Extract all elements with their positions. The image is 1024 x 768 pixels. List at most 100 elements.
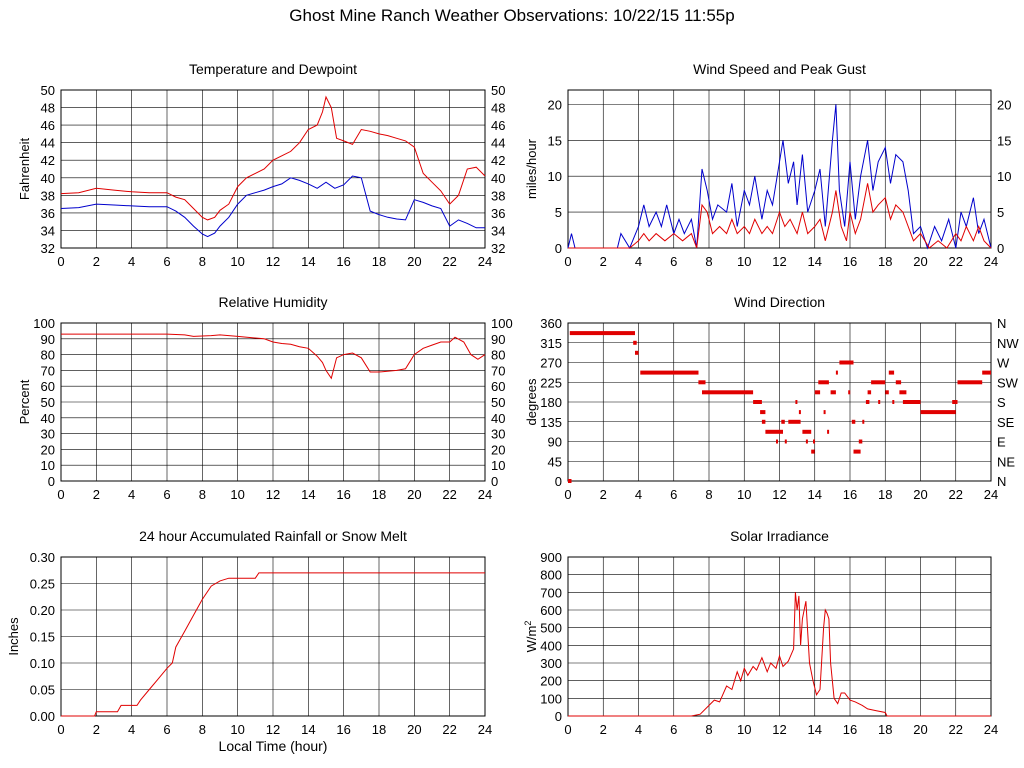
- x-tick-label: 4: [128, 487, 135, 502]
- x-tick-label: 2: [600, 722, 607, 737]
- chart-title: Wind Speed and Peak Gust: [693, 61, 866, 77]
- direction-mark: [902, 400, 921, 404]
- y-tick-label: 20: [41, 442, 55, 457]
- plot-frame: [60, 556, 486, 717]
- y-right-tick-label: 0: [491, 474, 498, 489]
- y-right-tick-label: 34: [491, 223, 505, 238]
- x-tick-label: 0: [564, 722, 571, 737]
- y-tick-label: 0.30: [30, 550, 55, 565]
- x-tick-label: 22: [442, 487, 456, 502]
- x-tick-label: 2: [600, 487, 607, 502]
- direction-mark: [848, 390, 851, 395]
- direction-mark: [865, 400, 870, 404]
- y-tick-label: 0: [555, 709, 562, 724]
- x-tick-label: 16: [336, 722, 350, 737]
- y-right-tick-label: S: [997, 395, 1006, 410]
- direction-mark: [818, 380, 829, 385]
- direction-mark: [830, 390, 836, 395]
- y-right-tick-label: 5: [997, 205, 1004, 220]
- y-tick-label: 0.25: [30, 577, 55, 592]
- chart-rain: 24 hour Accumulated Rainfall or Snow Mel…: [6, 528, 492, 754]
- y-tick-label: 100: [33, 316, 55, 331]
- y-tick-label: 5: [555, 205, 562, 220]
- x-tick-label: 24: [984, 722, 998, 737]
- x-tick-label: 16: [336, 254, 350, 269]
- x-tick-label: 0: [57, 487, 64, 502]
- direction-mark: [878, 400, 881, 404]
- x-tick-label: 16: [336, 487, 350, 502]
- direction-mark: [811, 449, 815, 454]
- direction-mark: [839, 360, 854, 365]
- x-tick-label: 18: [372, 722, 386, 737]
- direction-mark: [784, 439, 787, 444]
- x-tick-label: 20: [407, 722, 421, 737]
- y-right-tick-label: 42: [491, 153, 505, 168]
- x-tick-label: 4: [635, 254, 642, 269]
- x-tick-label: 14: [808, 722, 822, 737]
- x-tick-label: 22: [949, 722, 963, 737]
- x-tick-label: 6: [670, 487, 677, 502]
- y-right-tick-label: 44: [491, 136, 505, 151]
- x-tick-label: 14: [301, 254, 315, 269]
- x-tick-label: 18: [372, 487, 386, 502]
- y-right-tick-label: 40: [491, 411, 505, 426]
- x-tick-label: 16: [843, 722, 857, 737]
- y-tick-label: 50: [41, 83, 55, 98]
- y-right-tick-label: 10: [997, 169, 1011, 184]
- direction-mark: [895, 380, 902, 385]
- x-tick-label: 20: [913, 722, 927, 737]
- y-tick-label: 400: [540, 638, 562, 653]
- direction-mark: [823, 410, 826, 415]
- y-tick-label: 300: [540, 656, 562, 671]
- y-tick-label: 60: [41, 379, 55, 394]
- x-tick-label: 12: [266, 487, 280, 502]
- x-tick-label: 22: [949, 487, 963, 502]
- y-tick-label: 500: [540, 621, 562, 636]
- x-axis-label: Local Time (hour): [219, 738, 328, 754]
- chart-title: Solar Irradiance: [730, 528, 829, 544]
- y-tick-label: 180: [540, 395, 562, 410]
- y-tick-label: 80: [41, 348, 55, 363]
- y-tick-label: 315: [540, 336, 562, 351]
- y-right-tick-label: N: [997, 474, 1006, 489]
- y-tick-label: 0: [555, 474, 562, 489]
- direction-mark: [867, 390, 872, 395]
- direction-mark: [892, 400, 895, 404]
- series-line-0: [61, 333, 486, 380]
- direction-mark: [871, 380, 886, 385]
- y-tick-label: 45: [548, 454, 562, 469]
- x-tick-label: 2: [600, 254, 607, 269]
- direction-mark: [568, 479, 572, 483]
- y-tick-label: 42: [41, 153, 55, 168]
- direction-mark: [851, 419, 856, 424]
- x-tick-label: 8: [705, 722, 712, 737]
- x-tick-label: 6: [163, 487, 170, 502]
- direction-mark: [702, 390, 754, 395]
- x-tick-label: 6: [163, 254, 170, 269]
- y-tick-label: 32: [41, 241, 55, 256]
- y-tick-label: 34: [41, 223, 55, 238]
- x-tick-label: 22: [442, 254, 456, 269]
- y-tick-label: 900: [540, 550, 562, 565]
- series-line-0: [61, 572, 485, 717]
- y-tick-label: 10: [548, 169, 562, 184]
- direction-mark: [795, 400, 798, 404]
- plot-frame: [567, 322, 992, 482]
- y-right-tick-label: 100: [491, 316, 513, 331]
- y-tick-label: 50: [41, 395, 55, 410]
- y-tick-label: 0.15: [30, 630, 55, 645]
- y-tick-label: 90: [548, 435, 562, 450]
- y-tick-label: 40: [41, 171, 55, 186]
- x-tick-label: 14: [301, 722, 315, 737]
- x-tick-label: 10: [230, 254, 244, 269]
- x-tick-label: 8: [199, 722, 206, 737]
- x-tick-label: 24: [478, 722, 492, 737]
- y-right-tick-label: 48: [491, 101, 505, 116]
- x-tick-label: 16: [843, 487, 857, 502]
- series-line-1: [568, 183, 992, 249]
- y-tick-label: 20: [548, 97, 562, 112]
- direction-mark: [633, 340, 637, 345]
- series-line-0: [60, 95, 486, 221]
